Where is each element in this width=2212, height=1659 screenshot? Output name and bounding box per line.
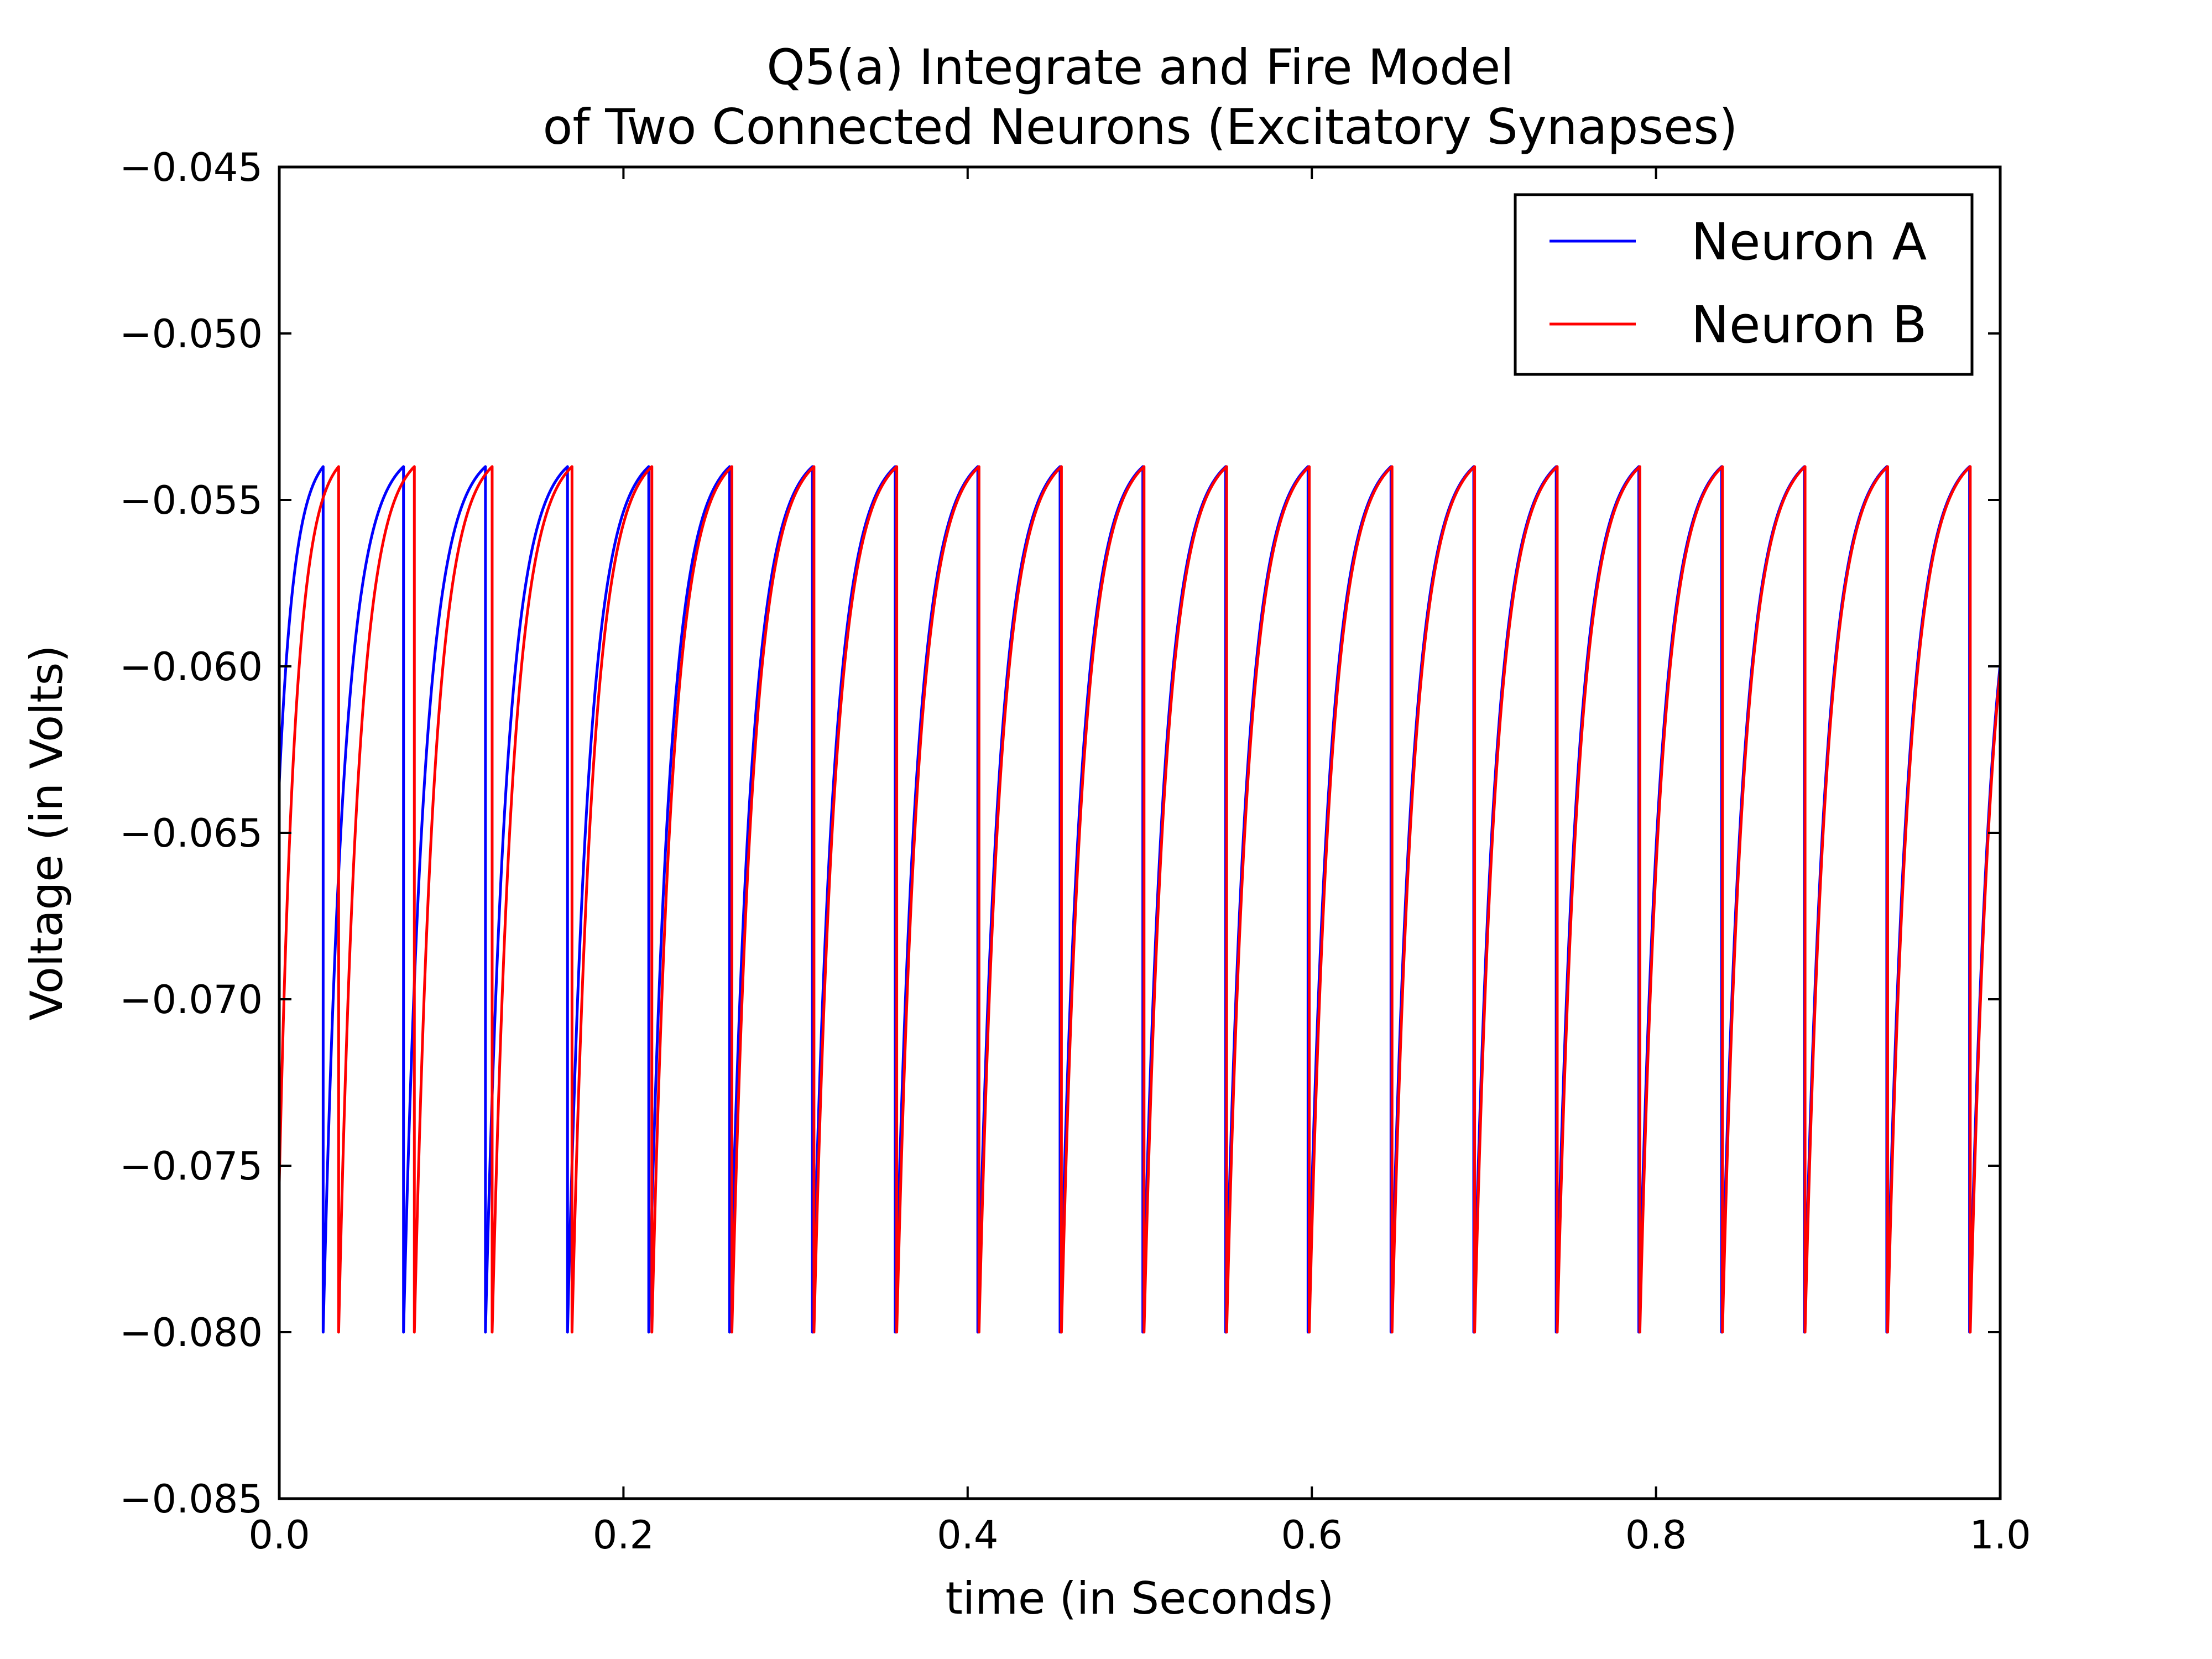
x-tick-label: 0.4: [937, 1512, 998, 1558]
y-axis-label: Voltage (in Volts): [21, 645, 72, 1020]
series-line-neuron-b: [279, 465, 2000, 1334]
y-axis: −0.085 −0.080 −0.075 −0.070 −0.065 −0.060 −0.0…: [119, 145, 2000, 1522]
x-tick-label: 1.0: [1969, 1512, 2031, 1558]
chart-title-line-1: Q5(a) Integrate and Fire Model: [766, 39, 1514, 96]
legend-box: [1514, 193, 1974, 376]
y-tick-label: −0.060: [119, 644, 263, 690]
y-tick-label: −0.080: [119, 1310, 263, 1355]
chart-title-line-2: of Two Connected Neurons (Excitatory Syn…: [543, 98, 1738, 155]
series-layer: [279, 465, 2000, 1334]
y-tick-label: −0.070: [119, 977, 263, 1022]
y-tick-label: −0.050: [119, 311, 263, 357]
y-tick-label: −0.085: [119, 1477, 263, 1522]
x-tick-label: 0.6: [1281, 1512, 1343, 1558]
x-tick-label: 0.0: [248, 1512, 310, 1558]
x-axis-label: time (in Seconds): [945, 1573, 1334, 1624]
y-tick-label: −0.055: [119, 478, 263, 523]
y-tick-label: −0.075: [119, 1144, 263, 1189]
y-tick-label: −0.045: [119, 145, 263, 190]
legend: Neuron A Neuron B: [1514, 193, 1974, 376]
y-tick-label: −0.065: [119, 811, 263, 856]
legend-label-neuron-a: Neuron A: [1691, 212, 1927, 272]
legend-label-neuron-b: Neuron B: [1691, 295, 1927, 354]
x-tick-label: 0.8: [1625, 1512, 1687, 1558]
x-tick-label: 0.2: [593, 1512, 654, 1558]
x-axis: 0.0 0.2 0.4 0.6 0.8 1.0: [248, 167, 2031, 1558]
